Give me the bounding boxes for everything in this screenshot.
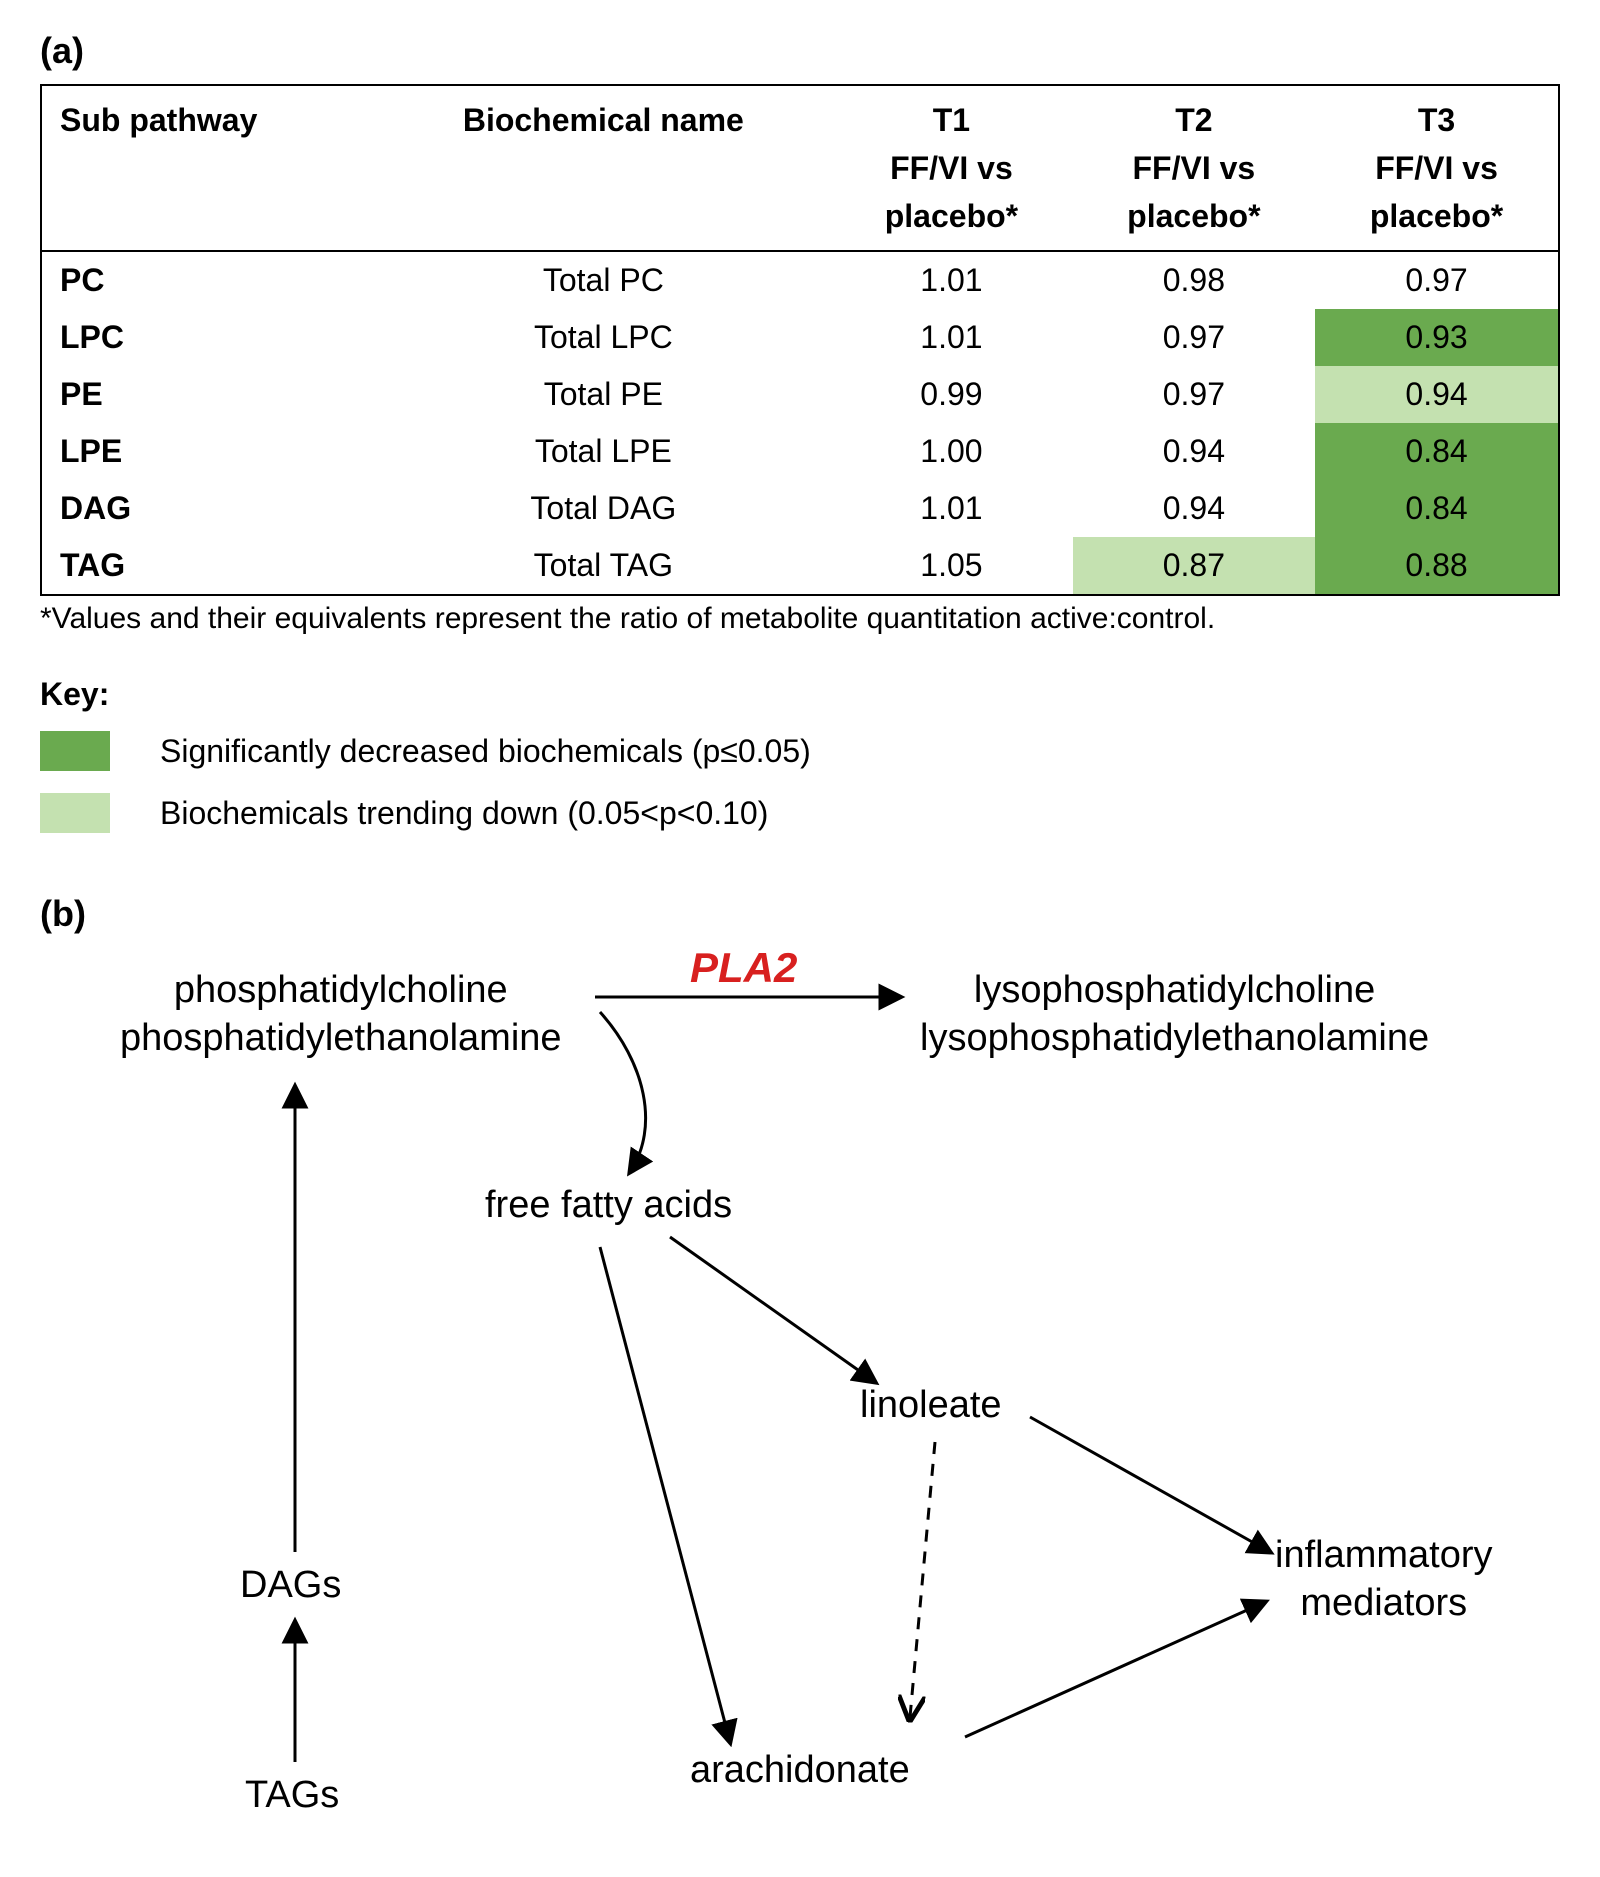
flowchart: phosphatidylcholine phosphatidylethanola…	[40, 947, 1540, 1847]
key-swatch	[40, 731, 110, 771]
node-phosphatidylcholine-group: phosphatidylcholine phosphatidylethanola…	[120, 967, 562, 1062]
header-T2: T2 FF/VI vs placebo*	[1073, 85, 1315, 251]
cell-subpathway: LPE	[41, 423, 376, 480]
cell-T2: 0.97	[1073, 309, 1315, 366]
key-swatch	[40, 793, 110, 833]
header-T1: T1 FF/VI vs placebo*	[830, 85, 1072, 251]
table-footnote: *Values and their equivalents represent …	[40, 602, 1560, 636]
node-inflammatory-mediators: inflammatory mediators	[1275, 1532, 1493, 1627]
key-title: Key:	[40, 676, 1560, 713]
cell-T2: 0.94	[1073, 480, 1315, 537]
panel-b-label: (b)	[40, 893, 1560, 935]
key-row: Significantly decreased biochemicals (p≤…	[40, 731, 1560, 771]
t3-l2: FF/VI vs	[1375, 150, 1498, 186]
cell-subpathway: PE	[41, 366, 376, 423]
table-header-row: Sub pathway Biochemical name T1 FF/VI vs…	[41, 85, 1559, 251]
node-lpe: lysophosphatidylethanolamine	[920, 1015, 1429, 1063]
t2-l3: placebo*	[1127, 198, 1260, 234]
cell-T3: 0.88	[1315, 537, 1559, 595]
arrow-arach-infl	[965, 1602, 1265, 1737]
header-biochemical-name: Biochemical name	[376, 85, 830, 251]
header-T3: T3 FF/VI vs placebo*	[1315, 85, 1559, 251]
t3-l1: T3	[1418, 102, 1455, 138]
arrow-ffa-arach	[600, 1247, 730, 1742]
header-name-text: Biochemical name	[463, 102, 744, 138]
cell-biochemical-name: Total LPE	[376, 423, 830, 480]
node-linoleate: linoleate	[860, 1382, 1002, 1430]
cell-T2: 0.98	[1073, 251, 1315, 309]
key-label: Significantly decreased biochemicals (p≤…	[160, 733, 811, 770]
table-row: LPETotal LPE1.000.940.84	[41, 423, 1559, 480]
cell-subpathway: LPC	[41, 309, 376, 366]
t1-l3: placebo*	[885, 198, 1018, 234]
cell-T3: 0.93	[1315, 309, 1559, 366]
panel-a-label: (a)	[40, 30, 1560, 72]
table-row: PETotal PE0.990.970.94	[41, 366, 1559, 423]
node-pla2: PLA2	[690, 942, 797, 995]
cell-T3: 0.94	[1315, 366, 1559, 423]
cell-T2: 0.97	[1073, 366, 1315, 423]
node-pe: phosphatidylethanolamine	[120, 1015, 562, 1063]
cell-T2: 0.94	[1073, 423, 1315, 480]
arrow-lin-infl	[1030, 1417, 1270, 1552]
table-row: PCTotal PC1.010.980.97	[41, 251, 1559, 309]
cell-subpathway: TAG	[41, 537, 376, 595]
cell-T1: 1.05	[830, 537, 1072, 595]
cell-T1: 0.99	[830, 366, 1072, 423]
node-lyso-group: lysophosphatidylcholine lysophosphatidyl…	[920, 967, 1429, 1062]
arrow-pc-ffa	[600, 1012, 646, 1172]
key-row: Biochemicals trending down (0.05<p<0.10)	[40, 793, 1560, 833]
cell-subpathway: DAG	[41, 480, 376, 537]
t3-l3: placebo*	[1370, 198, 1503, 234]
node-arachidonate: arachidonate	[690, 1747, 910, 1795]
cell-T1: 1.00	[830, 423, 1072, 480]
node-ffa: free fatty acids	[485, 1182, 732, 1230]
t1-l2: FF/VI vs	[890, 150, 1013, 186]
cell-T2: 0.87	[1073, 537, 1315, 595]
node-lpc: lysophosphatidylcholine	[920, 967, 1429, 1015]
t1-l1: T1	[933, 102, 970, 138]
cell-biochemical-name: Total LPC	[376, 309, 830, 366]
arrow-lin-arach-dashed	[910, 1442, 935, 1717]
table-row: TAGTotal TAG1.050.870.88	[41, 537, 1559, 595]
arrow-ffa-lin	[670, 1237, 875, 1382]
cell-T1: 1.01	[830, 480, 1072, 537]
cell-T3: 0.97	[1315, 251, 1559, 309]
infl-l2: mediators	[1275, 1580, 1493, 1628]
cell-subpathway: PC	[41, 251, 376, 309]
infl-l1: inflammatory	[1275, 1532, 1493, 1580]
cell-biochemical-name: Total TAG	[376, 537, 830, 595]
t2-l1: T2	[1175, 102, 1212, 138]
metabolite-table: Sub pathway Biochemical name T1 FF/VI vs…	[40, 84, 1560, 596]
t2-l2: FF/VI vs	[1133, 150, 1256, 186]
table-row: DAGTotal DAG1.010.940.84	[41, 480, 1559, 537]
cell-biochemical-name: Total DAG	[376, 480, 830, 537]
flow-arrows	[40, 947, 1540, 1847]
cell-T3: 0.84	[1315, 480, 1559, 537]
node-pc: phosphatidylcholine	[120, 967, 562, 1015]
key-label: Biochemicals trending down (0.05<p<0.10)	[160, 795, 768, 832]
table-row: LPCTotal LPC1.010.970.93	[41, 309, 1559, 366]
node-tags: TAGs	[245, 1772, 339, 1820]
header-subpathway: Sub pathway	[41, 85, 376, 251]
cell-T1: 1.01	[830, 251, 1072, 309]
cell-biochemical-name: Total PE	[376, 366, 830, 423]
key-block: Key: Significantly decreased biochemical…	[40, 676, 1560, 833]
cell-biochemical-name: Total PC	[376, 251, 830, 309]
cell-T3: 0.84	[1315, 423, 1559, 480]
cell-T1: 1.01	[830, 309, 1072, 366]
node-dags: DAGs	[240, 1562, 341, 1610]
